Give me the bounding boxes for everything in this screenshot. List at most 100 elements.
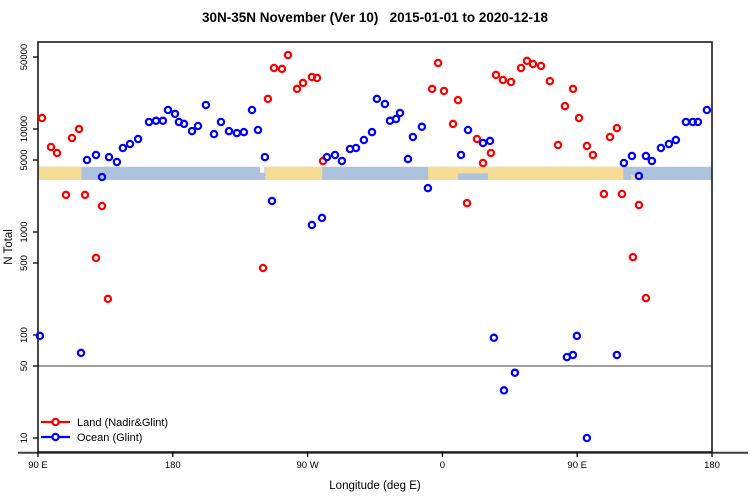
plot-border bbox=[37, 41, 713, 453]
data-point-ocean bbox=[619, 158, 629, 168]
data-point-ocean bbox=[133, 134, 143, 144]
data-point-land bbox=[37, 113, 47, 123]
data-point-ocean bbox=[612, 350, 622, 360]
data-point-land bbox=[103, 294, 113, 304]
data-point-ocean bbox=[627, 151, 637, 161]
data-point-land bbox=[536, 61, 546, 71]
legend-label-land: Land (Nadir&Glint) bbox=[77, 417, 168, 429]
data-point-ocean bbox=[510, 368, 520, 378]
data-point-ocean bbox=[391, 114, 401, 124]
surface-band bbox=[38, 166, 712, 180]
band-coast-gap bbox=[259, 166, 265, 173]
data-point-land bbox=[67, 133, 77, 143]
x-tick-label: 0 bbox=[440, 460, 445, 471]
data-point-ocean bbox=[97, 172, 107, 182]
y-axis-label: N Total bbox=[3, 229, 15, 265]
x-tick-label: 90 E bbox=[567, 460, 587, 471]
data-point-land bbox=[433, 58, 443, 68]
data-point-ocean bbox=[247, 105, 257, 115]
band-land-segment bbox=[265, 166, 323, 180]
x-tick-label: 90 E bbox=[28, 460, 48, 471]
x-tick-label: 90 W bbox=[297, 460, 319, 471]
data-point-ocean bbox=[158, 116, 168, 126]
data-point-land bbox=[498, 75, 508, 85]
data-point-ocean bbox=[232, 128, 242, 138]
data-point-ocean bbox=[179, 119, 189, 129]
data-point-ocean bbox=[239, 127, 249, 137]
data-point-land bbox=[97, 201, 107, 211]
data-point-ocean bbox=[170, 109, 180, 119]
data-point-land bbox=[628, 252, 638, 262]
data-point-land bbox=[560, 101, 570, 111]
data-point-ocean bbox=[201, 100, 211, 110]
data-point-ocean bbox=[260, 152, 270, 162]
data-point-land bbox=[453, 95, 463, 105]
data-point-ocean bbox=[423, 183, 433, 193]
data-point-land bbox=[605, 132, 615, 142]
data-point-ocean bbox=[216, 117, 226, 127]
data-point-land bbox=[46, 142, 56, 152]
data-point-ocean bbox=[372, 94, 382, 104]
data-point-land bbox=[462, 198, 472, 208]
data-point-land bbox=[61, 190, 71, 200]
data-point-land bbox=[588, 150, 598, 160]
data-point-land bbox=[486, 148, 496, 158]
data-point-ocean bbox=[671, 135, 681, 145]
data-point-land bbox=[283, 50, 293, 60]
data-point-land bbox=[448, 119, 458, 129]
data-point-land bbox=[568, 84, 578, 94]
data-point-land bbox=[545, 76, 555, 86]
data-point-ocean bbox=[144, 117, 154, 127]
legend-label-ocean: Ocean (Glint) bbox=[77, 432, 142, 444]
data-point-ocean bbox=[463, 125, 473, 135]
data-point-ocean bbox=[417, 122, 427, 132]
data-point-ocean bbox=[151, 116, 161, 126]
data-point-land bbox=[582, 141, 592, 151]
y-tick-label: 100 bbox=[19, 327, 30, 343]
axis-ticks: 90 E 180 90 W 0 90 E 180 10 50 100 500 1000 5000 100… bbox=[19, 44, 720, 471]
data-point-ocean bbox=[187, 126, 197, 136]
band-ocean-inset bbox=[458, 173, 489, 180]
y-tick-label: 10 bbox=[19, 433, 30, 444]
y-tick-label: 5000 bbox=[19, 149, 30, 170]
data-point-ocean bbox=[322, 152, 332, 162]
data-point-ocean bbox=[307, 220, 317, 230]
data-point-land bbox=[516, 63, 526, 73]
data-point-ocean bbox=[317, 213, 327, 223]
legend-marker bbox=[51, 417, 60, 427]
data-point-ocean bbox=[681, 117, 691, 127]
data-point-ocean bbox=[478, 138, 488, 148]
y-tick-label: 50 bbox=[19, 361, 30, 372]
data-point-ocean bbox=[104, 152, 114, 162]
data-point-land bbox=[478, 158, 488, 168]
y-tick-label: 10000 bbox=[19, 116, 30, 142]
scatter-points bbox=[35, 50, 712, 443]
data-point-land bbox=[617, 189, 627, 199]
data-point-land bbox=[91, 253, 101, 263]
x-tick-label: 180 bbox=[704, 460, 720, 471]
data-point-ocean bbox=[456, 150, 466, 160]
data-point-ocean bbox=[337, 156, 347, 166]
data-point-land bbox=[292, 84, 302, 94]
data-point-ocean bbox=[351, 143, 361, 153]
data-point-ocean bbox=[253, 125, 263, 135]
data-point-ocean bbox=[118, 143, 128, 153]
data-point-land bbox=[506, 77, 516, 87]
data-point-ocean bbox=[367, 127, 377, 137]
data-point-ocean bbox=[408, 132, 418, 142]
data-point-ocean bbox=[35, 331, 45, 341]
data-point-ocean bbox=[267, 196, 277, 206]
data-point-ocean bbox=[634, 171, 644, 181]
data-point-ocean bbox=[641, 151, 651, 161]
data-point-land bbox=[277, 64, 287, 74]
data-point-ocean bbox=[702, 105, 712, 115]
data-point-land bbox=[80, 190, 90, 200]
data-point-land bbox=[258, 263, 268, 273]
data-point-ocean bbox=[489, 333, 499, 343]
data-point-ocean bbox=[76, 348, 86, 358]
data-point-ocean bbox=[125, 139, 135, 149]
data-point-land bbox=[298, 78, 308, 88]
data-point-ocean bbox=[193, 121, 203, 131]
data-point-land bbox=[641, 293, 651, 303]
